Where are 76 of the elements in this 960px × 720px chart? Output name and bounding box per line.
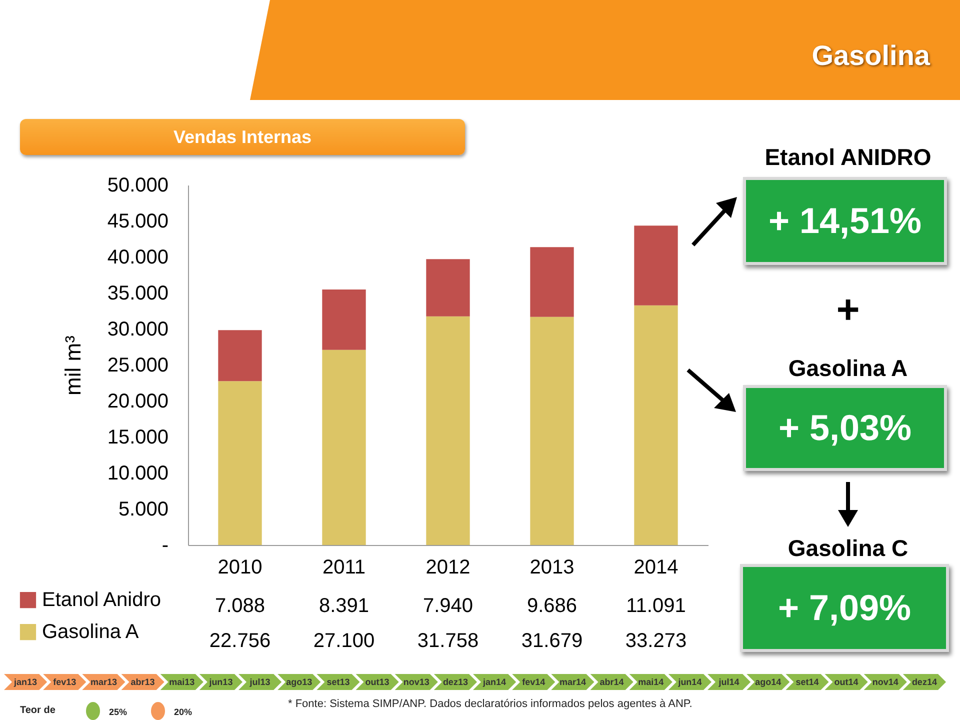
text: + 5,03% [743, 385, 947, 471]
data-label: 31.679 [521, 630, 583, 652]
y-tick-label: 20.000 [107, 390, 168, 412]
text: Teor de [20, 705, 56, 716]
text: dez14 [905, 677, 944, 687]
x-tick-label: 2014 [634, 556, 678, 578]
y-axis-title: mil m³ [60, 336, 86, 396]
text: jan14 [476, 677, 514, 687]
data-label: 27.100 [313, 630, 375, 652]
y-tick-label: 5.000 [118, 498, 168, 520]
chart-subtitle: Vendas Internas [20, 119, 465, 155]
x-tick-label: 2011 [322, 556, 366, 578]
y-tick-label: 45.000 [107, 210, 168, 232]
y-tick-label: 10.000 [107, 462, 168, 484]
text: jun13 [202, 677, 240, 687]
text: mar14 [554, 677, 592, 687]
bar [530, 316, 574, 545]
text: Gasolina A [787, 355, 909, 382]
y-tick-label: 35.000 [107, 282, 168, 304]
y-tick-label: 50.000 [107, 174, 168, 196]
text: jan13 [6, 677, 45, 687]
legend-label: Etanol Anidro [42, 589, 161, 611]
data-label: 7.088 [214, 595, 266, 617]
text: mai13 [162, 677, 201, 687]
text: dez13 [436, 677, 474, 687]
text: fev13 [46, 677, 84, 687]
legend-label: Gasolina A [42, 621, 140, 643]
text: nov13 [397, 677, 436, 687]
text: set14 [788, 677, 826, 687]
text: abr14 [592, 677, 631, 687]
bar [322, 289, 366, 350]
text: out14 [827, 677, 866, 687]
bar [634, 226, 678, 306]
bar [426, 316, 470, 545]
data-label: 8.391 [318, 595, 370, 617]
data-label: 33.273 [625, 630, 687, 652]
text: nov14 [866, 677, 904, 687]
text: jul14 [710, 677, 748, 687]
bar [218, 381, 262, 545]
bar [634, 305, 678, 545]
text: mai14 [632, 677, 670, 687]
text: Gasolina C [786, 535, 910, 562]
bar [426, 259, 470, 316]
text: 20% [174, 707, 192, 717]
y-tick-label: 30.000 [107, 318, 168, 340]
y-tick-label: - [162, 534, 168, 556]
text: ago13 [280, 677, 318, 687]
bar [218, 330, 262, 382]
y-tick-label: 15.000 [107, 426, 168, 448]
text: Gasolina [812, 40, 930, 72]
text: * Fonte: Sistema SIMP/ANP. Dados declaratórios informados pelos agentes à ANP. [288, 698, 692, 710]
text: set13 [319, 677, 358, 687]
text: mar13 [84, 677, 123, 687]
text: + 14,51% [743, 177, 947, 265]
text: + 7,09% [740, 564, 949, 652]
x-tick-label: 2013 [530, 556, 574, 578]
y-tick-label: 25.000 [107, 354, 168, 376]
data-label: 22.756 [209, 630, 271, 652]
text: 25% [109, 707, 128, 717]
text: + [835, 288, 861, 333]
data-label: 11.091 [626, 595, 686, 617]
y-tick-label: 40.000 [107, 246, 168, 268]
x-tick-label: 2012 [426, 556, 470, 578]
text: jul13 [241, 677, 280, 687]
text: ago14 [749, 677, 788, 687]
text: fev14 [514, 677, 553, 687]
x-tick-label: 2010 [218, 556, 262, 578]
bar [530, 247, 574, 317]
text: out13 [358, 677, 396, 687]
data-label: 9.686 [526, 595, 578, 617]
text: abr13 [124, 677, 162, 687]
text: Etanol ANIDRO [764, 144, 932, 171]
bar [322, 350, 366, 545]
text: jun14 [670, 677, 709, 687]
data-label: 31.758 [417, 630, 479, 652]
data-label: 7.940 [422, 595, 474, 617]
